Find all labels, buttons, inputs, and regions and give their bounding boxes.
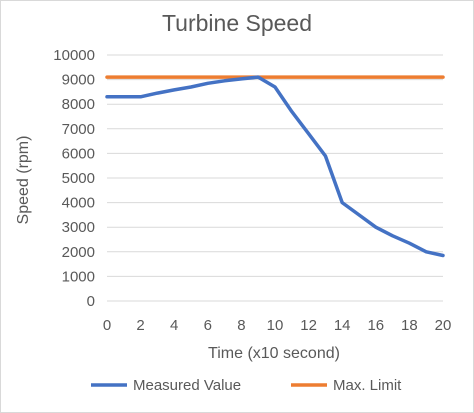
x-tick-label: 8 bbox=[237, 317, 245, 334]
y-tick-label: 1000 bbox=[62, 268, 95, 285]
x-tick-label: 2 bbox=[136, 317, 144, 334]
x-tick-label: 12 bbox=[300, 317, 317, 334]
y-tick-label: 5000 bbox=[62, 170, 95, 187]
x-tick-label: 10 bbox=[267, 317, 284, 334]
series-lines bbox=[105, 75, 445, 258]
y-tick-label: 0 bbox=[87, 293, 95, 310]
legend-label-max-limit: Max. Limit bbox=[333, 377, 402, 394]
series-line-measured-value bbox=[105, 75, 445, 258]
y-tick-label: 4000 bbox=[62, 195, 95, 212]
x-tick-label: 16 bbox=[367, 317, 384, 334]
y-tick-label: 3000 bbox=[62, 219, 95, 236]
y-tick-label: 10000 bbox=[53, 47, 95, 64]
x-tick-label: 14 bbox=[334, 317, 351, 334]
y-tick-label: 8000 bbox=[62, 96, 95, 113]
x-tick-label: 0 bbox=[103, 317, 111, 334]
x-axis-ticks: 0 2 4 6 8 10 12 14 16 18 20 bbox=[103, 317, 452, 334]
y-tick-label: 9000 bbox=[62, 72, 95, 89]
x-tick-label: 6 bbox=[204, 317, 212, 334]
legend-label-measured-value: Measured Value bbox=[133, 377, 241, 394]
y-axis-label: Speed (rpm) bbox=[15, 136, 32, 225]
y-axis-ticks: 0 1000 2000 3000 4000 5000 6000 7000 8000 9000 100… bbox=[53, 47, 95, 310]
y-tick-label: 2000 bbox=[62, 244, 95, 261]
y-tick-label: 7000 bbox=[62, 121, 95, 138]
x-tick-label: 20 bbox=[435, 317, 452, 334]
x-axis-label: Time (x10 second) bbox=[208, 345, 340, 362]
gridlines bbox=[107, 54, 443, 302]
chart-title: Turbine Speed bbox=[162, 10, 312, 36]
x-tick-label: 4 bbox=[170, 317, 178, 334]
y-tick-label: 6000 bbox=[62, 145, 95, 162]
legend: Measured Value Max. Limit bbox=[91, 377, 402, 394]
x-tick-label: 18 bbox=[401, 317, 418, 334]
